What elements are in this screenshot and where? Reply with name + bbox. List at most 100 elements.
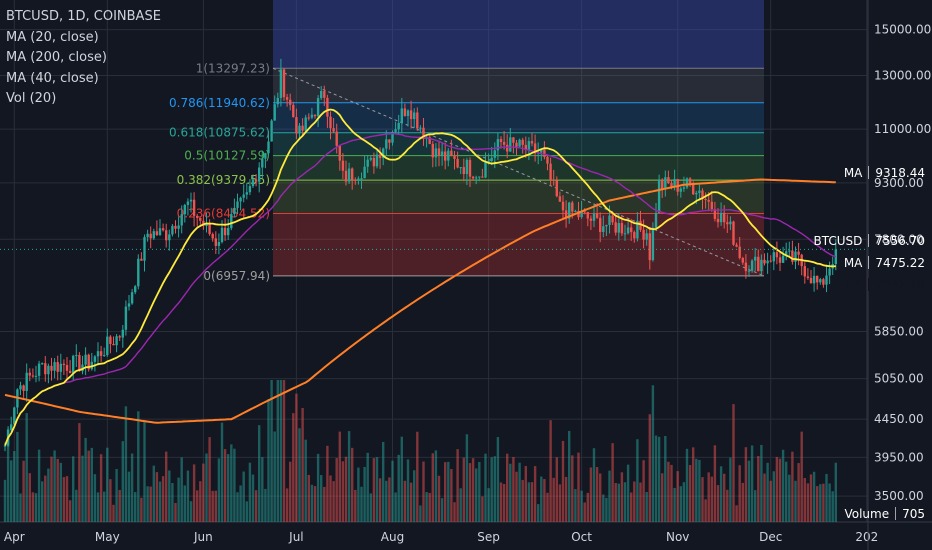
candle-body bbox=[502, 141, 506, 145]
candle-body bbox=[3, 445, 7, 447]
candle-body bbox=[586, 211, 589, 219]
candle-body bbox=[310, 114, 314, 118]
volume-bar bbox=[509, 463, 512, 522]
candle-body bbox=[158, 228, 162, 236]
volume-bar bbox=[254, 490, 258, 522]
candle-body bbox=[177, 225, 180, 229]
volume-bar bbox=[158, 481, 162, 522]
candle-body bbox=[716, 218, 720, 223]
volume-bar bbox=[670, 464, 673, 522]
candle-body bbox=[518, 139, 521, 147]
fib-level-label: 0.5(10127.59) bbox=[184, 149, 270, 163]
volume-bar bbox=[388, 477, 391, 522]
volume-bar bbox=[614, 483, 617, 522]
candle-body bbox=[292, 104, 295, 118]
volume-bar bbox=[459, 488, 462, 522]
volume-bar bbox=[112, 504, 115, 522]
candle-body bbox=[484, 162, 487, 178]
candle-body bbox=[192, 199, 196, 216]
volume-bar bbox=[819, 484, 822, 522]
candle-body bbox=[602, 226, 605, 232]
candle-body bbox=[723, 212, 726, 223]
volume-bar bbox=[363, 466, 366, 522]
indicator-ma200-label[interactable]: MA (200, close) bbox=[6, 50, 107, 65]
volume-bar bbox=[301, 408, 304, 522]
candle-body bbox=[623, 233, 627, 235]
candle-body bbox=[320, 90, 323, 99]
fib-zone bbox=[273, 155, 764, 181]
candle-body bbox=[282, 69, 286, 98]
x-tick-label: Aug bbox=[381, 530, 404, 544]
y-tick-label: 13000.00 bbox=[874, 69, 931, 83]
indicator-volume-label[interactable]: Vol (20) bbox=[6, 91, 57, 106]
volume-bar bbox=[704, 499, 707, 522]
volume-bar bbox=[397, 454, 400, 522]
volume-bar bbox=[468, 463, 472, 522]
candle-body bbox=[738, 246, 741, 259]
candle-body bbox=[478, 176, 481, 178]
volume-bar bbox=[31, 492, 35, 522]
volume-bar bbox=[484, 453, 487, 522]
volume-bar bbox=[307, 474, 310, 522]
volume-bar bbox=[419, 505, 422, 522]
candle-body bbox=[468, 159, 472, 177]
candle-body bbox=[605, 224, 608, 227]
candle-body bbox=[806, 276, 810, 278]
volume-bar bbox=[416, 431, 419, 522]
candle-body bbox=[459, 167, 462, 169]
volume-bar bbox=[413, 470, 416, 522]
volume-bar bbox=[137, 411, 140, 522]
volume-bar bbox=[41, 481, 44, 522]
volume-bar bbox=[270, 380, 273, 522]
volume-bar bbox=[800, 431, 803, 522]
volume-bar bbox=[403, 480, 407, 522]
candle-body bbox=[512, 137, 515, 143]
volume-bar bbox=[351, 447, 354, 522]
volume-bar bbox=[394, 492, 397, 522]
candle-body bbox=[772, 252, 775, 262]
candle-body bbox=[347, 168, 351, 182]
candle-body bbox=[295, 117, 298, 134]
volume-bar bbox=[202, 463, 205, 522]
indicator-ma40-label[interactable]: MA (40, close) bbox=[6, 70, 99, 86]
volume-bar bbox=[285, 488, 289, 522]
symbol-title[interactable]: BTCUSD, 1D, COINBASE bbox=[6, 9, 161, 24]
volume-bar bbox=[726, 489, 729, 522]
volume-bar bbox=[623, 482, 627, 522]
candle-body bbox=[750, 260, 754, 271]
btcusd-price-badge: BTCUSD 7556.70 bbox=[813, 234, 925, 248]
volume-bar bbox=[59, 462, 62, 522]
candle-body bbox=[465, 159, 469, 175]
volume-bar bbox=[78, 423, 81, 522]
volume-bar bbox=[53, 450, 56, 522]
volume-bar bbox=[698, 459, 701, 522]
x-tick-label: Jul bbox=[288, 530, 303, 544]
fib-level-label: 0(6957.94) bbox=[203, 269, 270, 283]
candle-body bbox=[75, 355, 78, 357]
candle-body bbox=[769, 260, 772, 262]
candle-body bbox=[338, 145, 341, 161]
candle-body bbox=[394, 129, 397, 132]
volume-bar bbox=[354, 489, 357, 522]
candle-body bbox=[146, 233, 149, 238]
volume-bar bbox=[685, 448, 689, 522]
volume-bar bbox=[642, 460, 645, 522]
volume-bar bbox=[171, 483, 174, 522]
volume-bar bbox=[657, 436, 661, 522]
volume-bar bbox=[496, 437, 500, 522]
candle-body bbox=[626, 227, 630, 234]
candle-body bbox=[189, 199, 193, 202]
volume-bar bbox=[103, 491, 106, 522]
candle-body bbox=[713, 209, 717, 219]
volume-bar bbox=[298, 428, 301, 522]
candle-body bbox=[440, 151, 444, 156]
candle-body bbox=[22, 385, 25, 391]
indicator-ma20-label[interactable]: MA (20, close) bbox=[6, 29, 99, 45]
y-tick-label: 4450.00 bbox=[874, 412, 924, 426]
volume-bar bbox=[124, 406, 128, 522]
volume-bar bbox=[450, 469, 453, 522]
candle-body bbox=[701, 190, 704, 199]
volume-bar bbox=[248, 462, 252, 522]
volume-bar bbox=[695, 458, 698, 522]
